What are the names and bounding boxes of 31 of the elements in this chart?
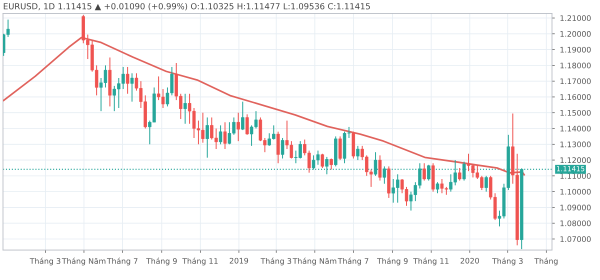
line-series — [3, 36, 526, 176]
candlestick — [466, 153, 470, 172]
candlestick — [228, 122, 232, 145]
candlestick — [378, 154, 382, 182]
chart-title: EURUSD, 1D 1.11415 ▲ +0.01090 (+0.99%) O:1.10325 H:1.11477 L:1.09536 C:1.11415 — [4, 2, 370, 10]
candlestick — [338, 136, 342, 161]
candlestick — [223, 122, 227, 150]
candlestick — [130, 72, 134, 102]
candlestick — [458, 167, 462, 182]
candlestick — [484, 175, 488, 192]
candlestick — [104, 64, 108, 88]
candlestick — [440, 178, 444, 194]
candlestick — [126, 66, 130, 94]
candlestick — [184, 93, 187, 124]
candlestick — [206, 116, 209, 158]
candlestick — [422, 162, 426, 182]
candlestick — [161, 88, 165, 108]
candlestick — [218, 124, 222, 145]
candlestick — [276, 131, 280, 164]
candlestick — [245, 114, 249, 136]
candlestick — [320, 153, 324, 168]
candlestick — [316, 150, 320, 166]
candlestick — [352, 131, 356, 159]
candlestick — [330, 158, 333, 170]
candlestick — [356, 145, 360, 161]
candlestick — [241, 101, 244, 131]
candlestick — [236, 112, 240, 142]
candlestick — [436, 182, 440, 194]
candlestick — [258, 116, 262, 142]
candlestick — [431, 162, 435, 192]
candlestick — [280, 137, 284, 159]
